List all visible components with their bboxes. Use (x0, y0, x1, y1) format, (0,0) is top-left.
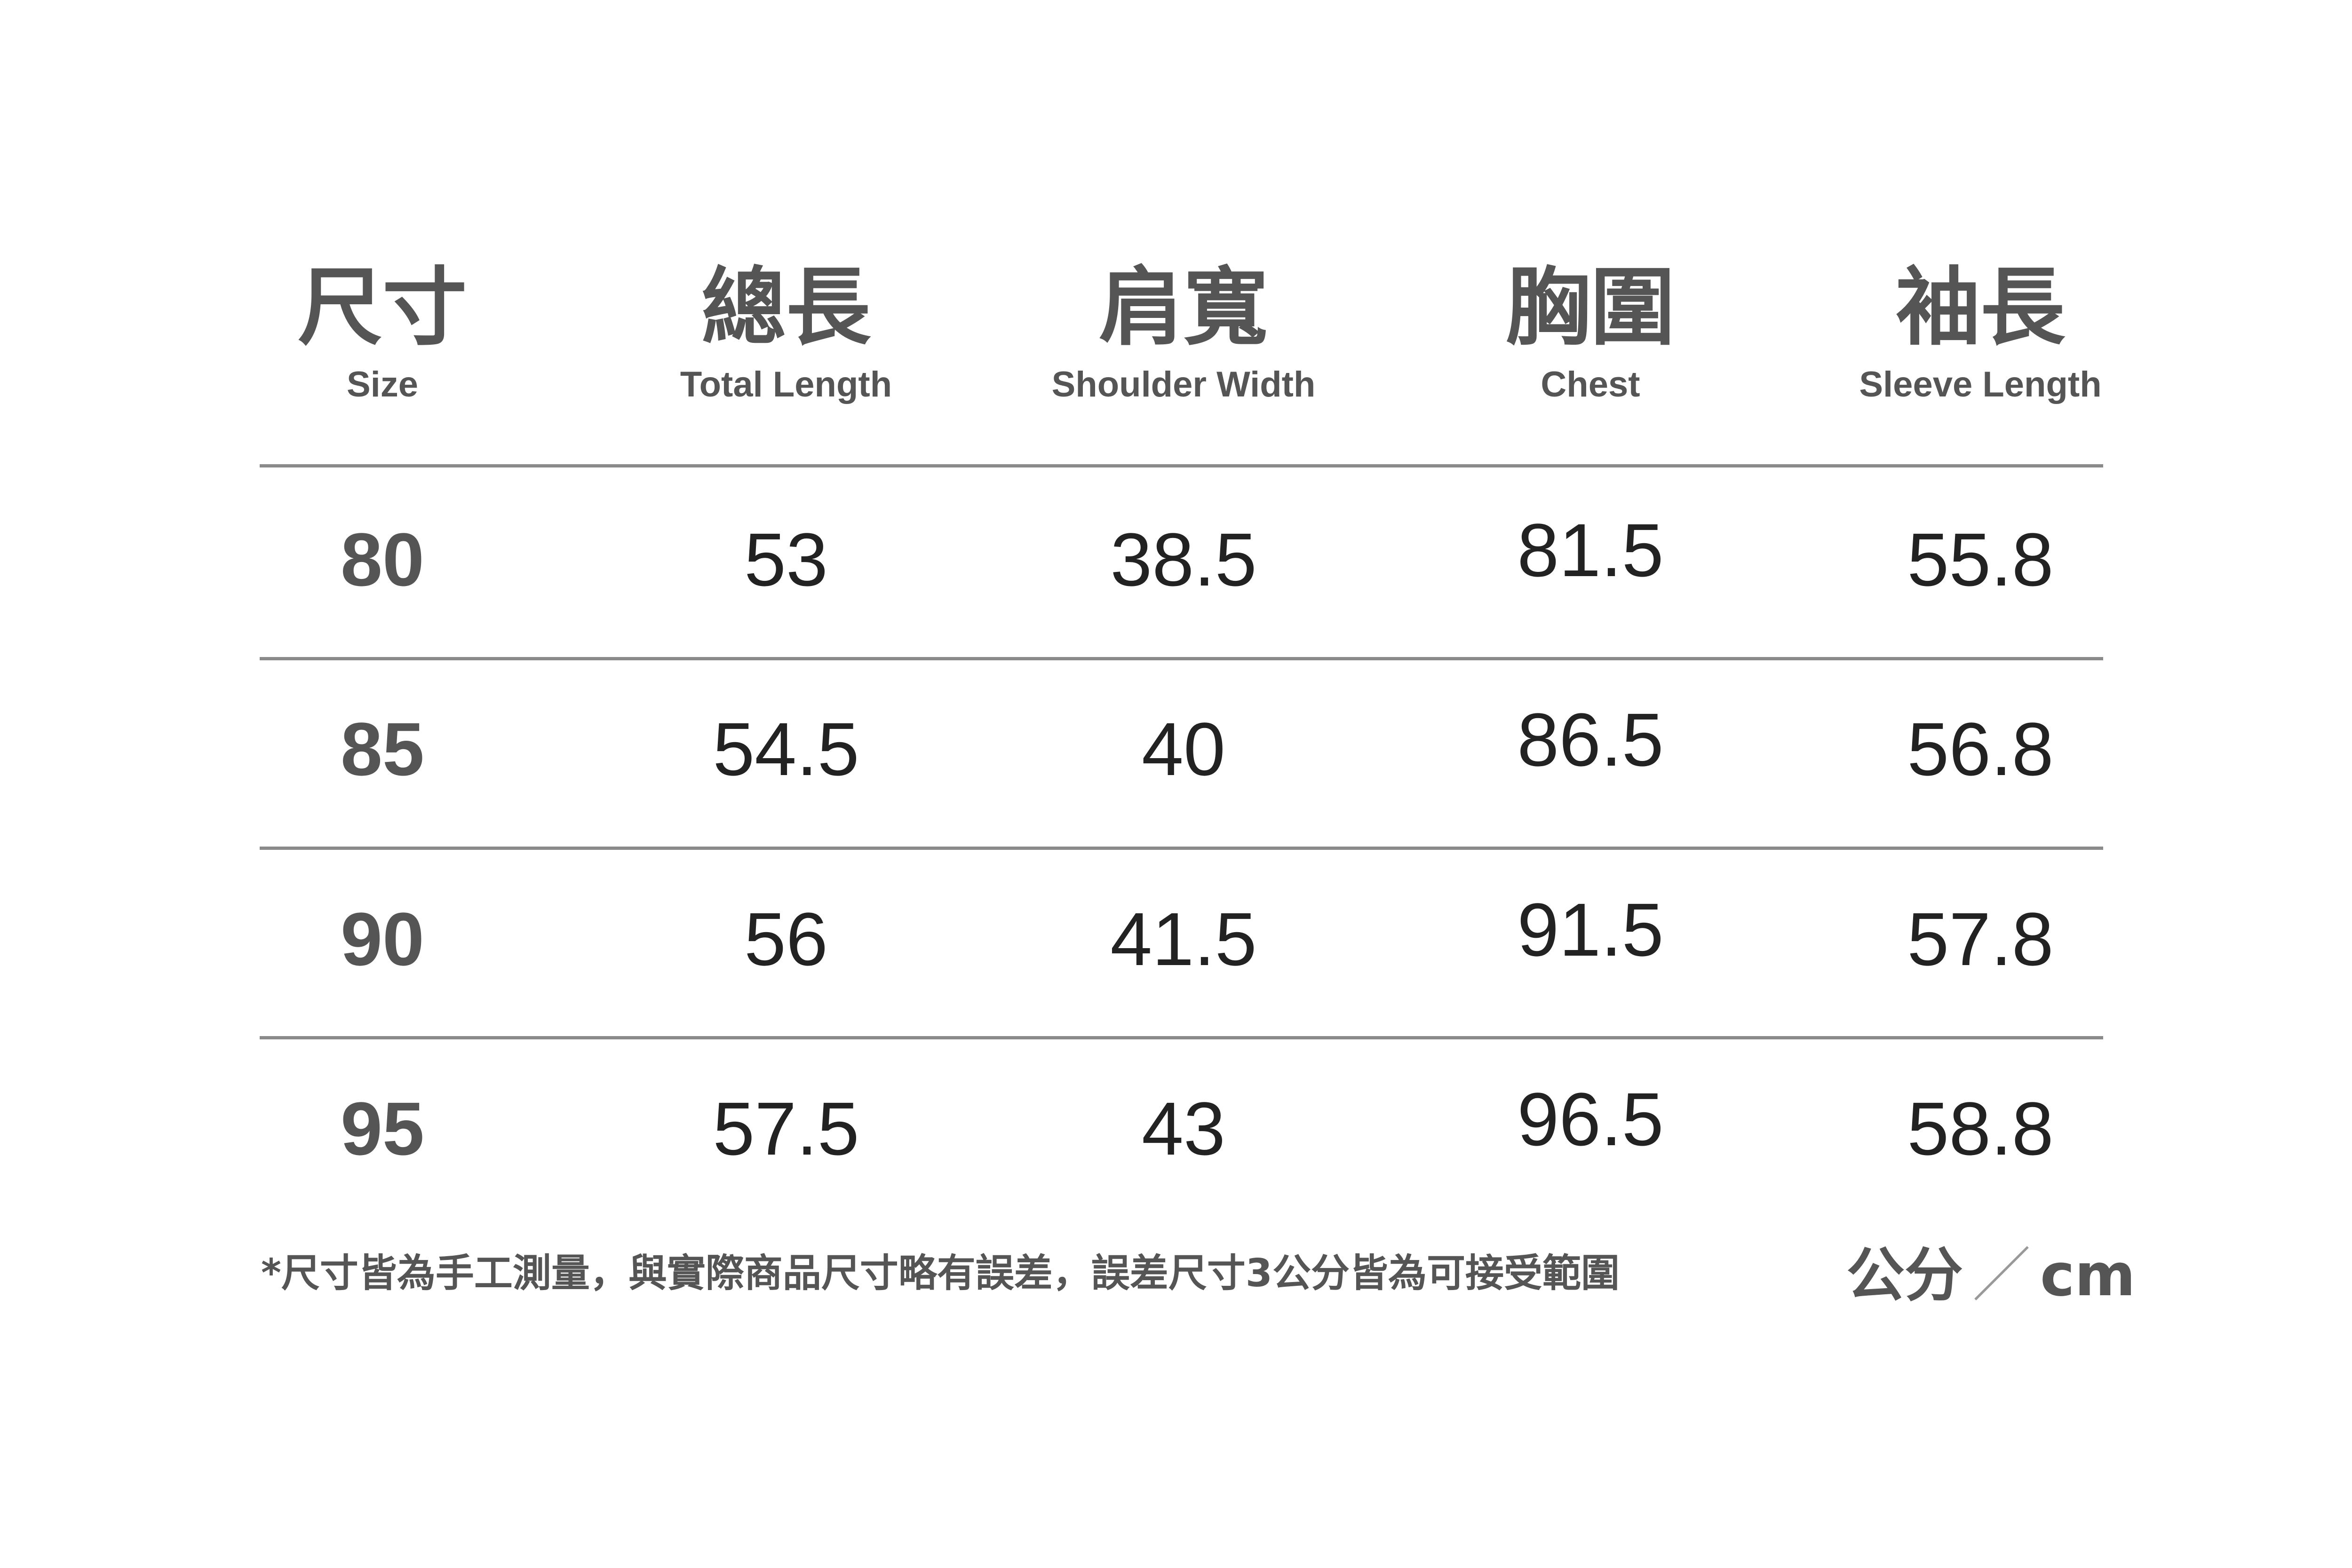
unit-zh: 公分 (1846, 1242, 1963, 1309)
size-cell: 90 (341, 897, 424, 981)
header-zh: 袖長 (1895, 259, 2066, 357)
value-cell: 38.5 (1110, 517, 1257, 602)
value-cell: 58.8 (1907, 1086, 2054, 1171)
value-cell: 56.8 (1907, 707, 2054, 791)
footnote: *尺寸皆為手工測量，與實際商品尺寸略有誤差，誤差尺寸3公分皆為可接受範圍 (261, 1251, 1620, 1296)
header-en: Sleeve Length (1859, 364, 2102, 404)
header-en: Shoulder Width (1051, 364, 1316, 404)
row-divider (260, 657, 2103, 660)
unit-en: cm (2040, 1242, 2136, 1309)
value-cell: 57.5 (713, 1086, 859, 1171)
value-cell: 41.5 (1110, 897, 1257, 981)
value-cell: 43 (1142, 1086, 1225, 1171)
size-cell: 95 (341, 1086, 424, 1171)
header-zh: 肩寬 (1098, 259, 1269, 357)
unit-slash: ／ (1972, 1242, 2031, 1309)
value-cell: 81.5 (1517, 508, 1664, 592)
size-cell: 80 (341, 517, 424, 602)
header-en: Size (346, 364, 419, 404)
header-en: Chest (1541, 364, 1640, 404)
header-zh: 總長 (701, 259, 871, 357)
row-divider (260, 1036, 2103, 1039)
value-cell: 86.5 (1517, 697, 1664, 782)
header-zh: 胸圍 (1505, 259, 1676, 357)
value-cell: 91.5 (1517, 887, 1664, 972)
size-cell: 85 (341, 707, 424, 791)
unit-label: 公分／ cm (1846, 1227, 2136, 1312)
value-cell: 96.5 (1517, 1077, 1664, 1161)
value-cell: 53 (744, 517, 828, 602)
row-divider (260, 464, 2103, 467)
value-cell: 56 (744, 897, 828, 981)
header-en: Total Length (680, 364, 892, 404)
value-cell: 55.8 (1907, 517, 2054, 602)
row-divider (260, 847, 2103, 850)
header-zh: 尺寸 (297, 259, 468, 357)
value-cell: 40 (1142, 707, 1225, 791)
value-cell: 54.5 (713, 707, 859, 791)
value-cell: 57.8 (1907, 897, 2054, 981)
